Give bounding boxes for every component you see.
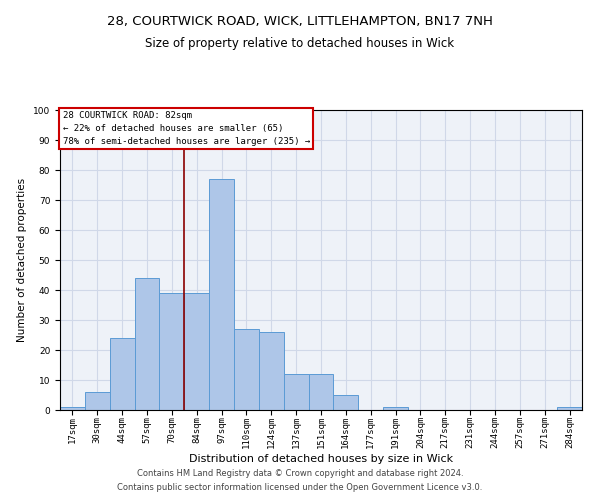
X-axis label: Distribution of detached houses by size in Wick: Distribution of detached houses by size …: [189, 454, 453, 464]
Bar: [308, 374, 334, 410]
Bar: [284, 374, 308, 410]
Text: Size of property relative to detached houses in Wick: Size of property relative to detached ho…: [145, 38, 455, 51]
Y-axis label: Number of detached properties: Number of detached properties: [17, 178, 28, 342]
Bar: [209, 179, 234, 410]
Bar: [259, 332, 284, 410]
Bar: [160, 293, 184, 410]
Text: Contains public sector information licensed under the Open Government Licence v3: Contains public sector information licen…: [118, 484, 482, 492]
Bar: [110, 338, 134, 410]
Bar: [334, 395, 358, 410]
Bar: [234, 329, 259, 410]
Bar: [134, 278, 160, 410]
Bar: [557, 407, 582, 410]
Text: 28 COURTWICK ROAD: 82sqm
← 22% of detached houses are smaller (65)
78% of semi-d: 28 COURTWICK ROAD: 82sqm ← 22% of detach…: [62, 112, 310, 146]
Bar: [184, 293, 209, 410]
Bar: [60, 407, 85, 410]
Text: 28, COURTWICK ROAD, WICK, LITTLEHAMPTON, BN17 7NH: 28, COURTWICK ROAD, WICK, LITTLEHAMPTON,…: [107, 15, 493, 28]
Text: Contains HM Land Registry data © Crown copyright and database right 2024.: Contains HM Land Registry data © Crown c…: [137, 468, 463, 477]
Bar: [85, 392, 110, 410]
Bar: [383, 407, 408, 410]
